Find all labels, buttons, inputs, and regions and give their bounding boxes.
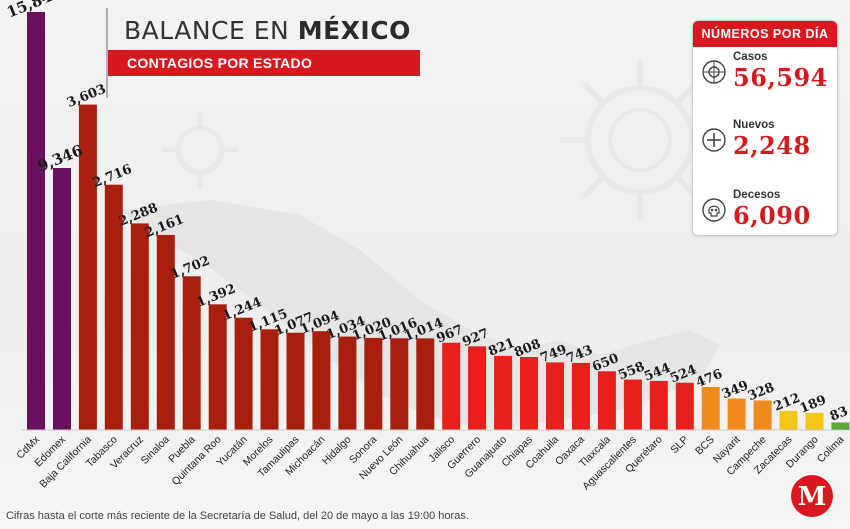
panel-title: NÚMEROS POR DÍA (693, 21, 837, 47)
bar-baja-california (78, 104, 97, 430)
title-prefix: BALANCE EN (124, 16, 298, 45)
virus-watermark-small-icon (162, 112, 238, 188)
bar-tabasco (104, 184, 123, 430)
bar-guanajuato (494, 355, 513, 430)
bar-campeche (753, 400, 772, 430)
skull-icon (702, 198, 726, 222)
bar-quer-taro (649, 380, 668, 430)
mexico-map-silhouette (120, 200, 720, 430)
bar-guerrero (468, 346, 487, 430)
bar-nayarit (727, 398, 746, 430)
bar-yucat-n (234, 317, 253, 430)
category-label: Colima (815, 434, 847, 466)
page-title: BALANCE EN MÉXICO (124, 16, 411, 45)
category-label: SLP (668, 434, 691, 457)
bar-hidalgo (338, 336, 357, 430)
subtitle-banner (108, 50, 420, 76)
plus-circle-icon (702, 128, 726, 152)
bar-jalisco (442, 342, 461, 430)
bar-aguascalientes (623, 379, 642, 430)
bar-morelos (260, 329, 279, 430)
bar-edomex (53, 168, 71, 430)
bar-zacatecas (779, 410, 798, 430)
stat-label-deaths: Decesos (733, 189, 781, 201)
bar-puebla (182, 276, 201, 430)
bar-sonora (364, 337, 383, 430)
title-divider (106, 8, 108, 98)
bar-tlaxcala (597, 371, 616, 430)
bar-cdmx (27, 12, 45, 430)
stat-value-deaths: 6,090 (733, 201, 811, 230)
stat-deaths: Decesos 6,090 (693, 189, 837, 235)
virus-target-icon (702, 60, 726, 84)
category-label: Sinaloa (139, 434, 172, 467)
milenio-logo: M (791, 475, 833, 517)
stat-label-cases: Casos (733, 51, 768, 63)
bar-nuevo-le-n (390, 338, 409, 430)
bar-bcs (701, 387, 720, 430)
stat-value-cases: 56,594 (733, 63, 828, 92)
stat-cases: Casos 56,594 (693, 51, 837, 111)
bar-tamaulipas (286, 332, 305, 430)
stat-label-new: Nuevos (733, 119, 775, 131)
bar-michoac-n (312, 331, 331, 430)
title-bold: MÉXICO (297, 16, 411, 45)
logo-letter: M (798, 482, 827, 512)
bar-sinaloa (156, 234, 175, 430)
daily-numbers-panel: NÚMEROS POR DÍA Casos 56,594 Nuevos 2,24… (692, 20, 838, 236)
bar-slp (675, 382, 694, 430)
category-label: Hidalgo (320, 434, 354, 468)
stat-new: Nuevos 2,248 (693, 119, 837, 179)
value-label: 83 (828, 404, 850, 425)
bar-colima (831, 422, 850, 430)
subtitle: CONTAGIOS POR ESTADO (127, 55, 313, 71)
bar-quintana-roo (208, 304, 227, 430)
bar-chihuahua (416, 338, 435, 430)
bar-durango (805, 412, 824, 430)
stat-value-new: 2,248 (733, 131, 811, 160)
bar-veracruz (130, 223, 149, 430)
bar-oaxaca (571, 362, 590, 430)
bar-chiapas (520, 357, 538, 430)
bar-coahuila (546, 362, 564, 430)
footnote: Cifras hasta el corte más reciente de la… (6, 510, 469, 522)
